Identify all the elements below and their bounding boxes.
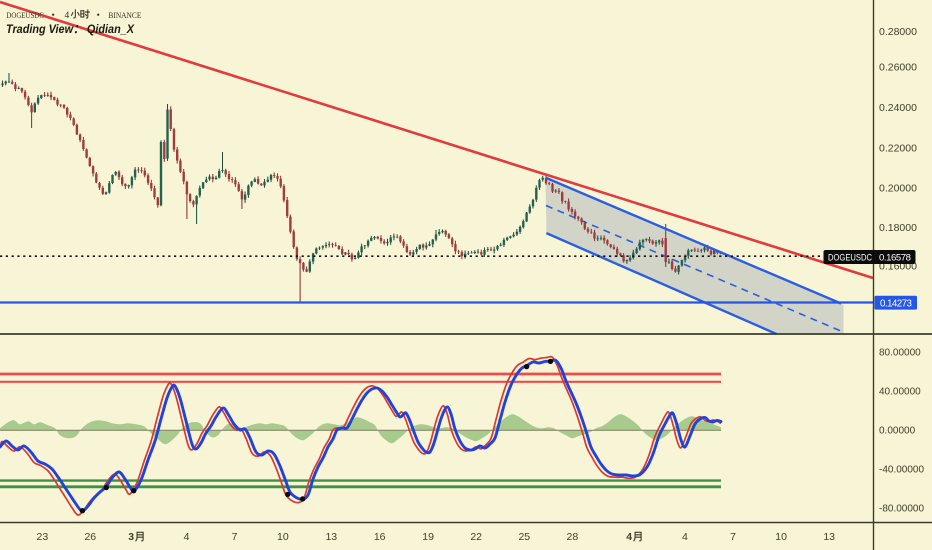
svg-text:22: 22 — [470, 531, 482, 543]
svg-text:4: 4 — [65, 11, 70, 21]
svg-text:0.16578: 0.16578 — [879, 253, 911, 264]
svg-text:0.18000: 0.18000 — [879, 222, 917, 234]
svg-text:-80.00000: -80.00000 — [879, 504, 924, 515]
svg-text:DOGEUSDC: DOGEUSDC — [6, 10, 44, 20]
svg-text:4: 4 — [184, 531, 190, 543]
svg-text:23: 23 — [37, 531, 49, 543]
svg-text:40.00000: 40.00000 — [879, 387, 921, 398]
svg-text:28: 28 — [567, 531, 579, 543]
svg-text:•: • — [52, 11, 55, 21]
svg-text:26: 26 — [84, 531, 96, 543]
svg-text:10: 10 — [277, 531, 289, 543]
svg-text:DOGEUSDC: DOGEUSDC — [828, 253, 872, 264]
svg-text:13: 13 — [325, 531, 337, 543]
svg-text:3: 3 — [128, 531, 134, 543]
svg-text:4: 4 — [626, 531, 632, 543]
svg-text:13: 13 — [823, 531, 835, 543]
svg-text:7: 7 — [232, 531, 238, 543]
svg-text:25: 25 — [518, 531, 530, 543]
svg-text:19: 19 — [422, 531, 434, 543]
svg-text:4: 4 — [682, 531, 688, 543]
svg-text:0.22000: 0.22000 — [879, 143, 917, 155]
svg-text:0.20000: 0.20000 — [879, 183, 917, 195]
svg-text:80.00000: 80.00000 — [879, 348, 921, 359]
svg-text:0.28000: 0.28000 — [879, 26, 917, 38]
svg-text:Trading View： Qidian_X: Trading View： Qidian_X — [6, 22, 135, 36]
svg-text:10: 10 — [775, 531, 787, 543]
svg-text:0.00000: 0.00000 — [879, 426, 916, 437]
svg-text:BINANCE: BINANCE — [108, 10, 141, 20]
svg-text:16: 16 — [374, 531, 386, 543]
svg-text:7: 7 — [730, 531, 736, 543]
svg-text:-40.00000: -40.00000 — [879, 465, 924, 476]
svg-text:0.24000: 0.24000 — [879, 102, 917, 114]
svg-text:•: • — [97, 11, 100, 21]
svg-text:0.14273: 0.14273 — [880, 299, 913, 310]
svg-text:0.26000: 0.26000 — [879, 62, 917, 74]
